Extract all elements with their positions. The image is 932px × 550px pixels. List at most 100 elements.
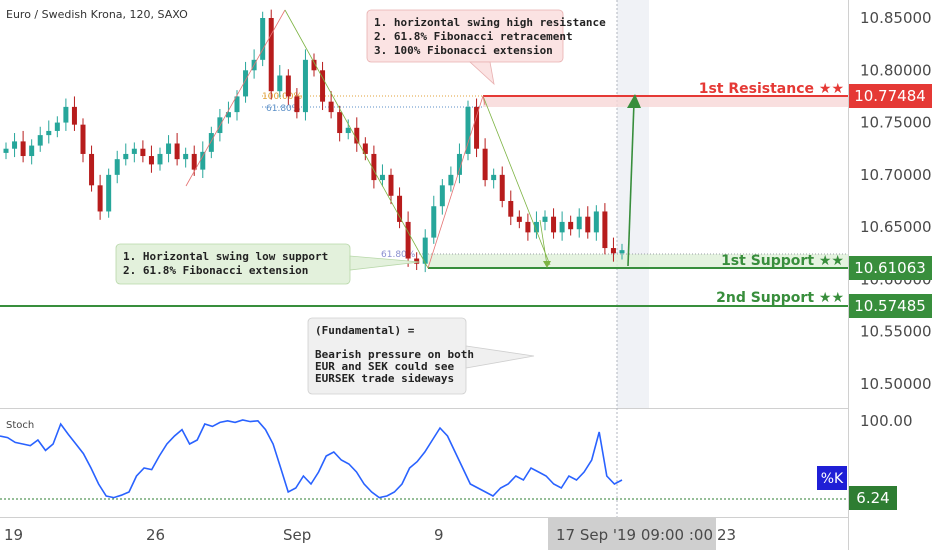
price-axis[interactable]: 10.85000 10.80000 10.75000 10.70000 10.65000… (860, 9, 932, 393)
stoch-top-tick: 100.00 (860, 412, 913, 430)
candle-body (568, 221, 574, 230)
candle-body (3, 148, 9, 153)
candle-body (379, 174, 385, 181)
fib-100-label: 100.00% (262, 92, 302, 102)
swing-down-line-2 (482, 95, 551, 266)
price-tick-label: 10.85000 (860, 9, 932, 27)
candle-body (80, 124, 86, 154)
candle-body (311, 59, 317, 71)
candle-body (37, 135, 43, 146)
candle-body (465, 106, 471, 154)
svg-text:10.77484: 10.77484 (854, 87, 926, 105)
date-label-9: 9 (434, 526, 444, 544)
resistance-annotation[interactable]: 1. horizontal swing high resistance 2. 6… (366, 9, 606, 86)
crosshair-date-tag (548, 518, 716, 550)
candle-body (337, 112, 343, 134)
svg-text:6.24: 6.24 (856, 489, 889, 507)
price-tick-label: 10.80000 (860, 61, 932, 79)
candle-body (602, 211, 608, 249)
candle-body (166, 143, 172, 154)
projection-small-arrowhead (543, 261, 551, 268)
date-label-26: 26 (146, 526, 165, 544)
candles-group (3, 9, 625, 273)
fundamental-annotation[interactable]: (Fundamental) = Bearish pressure on both… (307, 317, 535, 395)
candle-body (123, 153, 129, 160)
date-label-23: 23 (717, 526, 736, 544)
candle-body (97, 185, 103, 212)
fundamental-note-5: EURSEK trade sideways (315, 372, 454, 385)
candle-body (328, 101, 334, 113)
support-zone (428, 254, 848, 268)
candle-body (277, 75, 283, 92)
candle-body (431, 206, 437, 238)
candle-body (200, 151, 206, 170)
fundamental-note-4: EUR and SEK could see (315, 360, 454, 373)
candle-body (20, 141, 26, 157)
candle-body (174, 143, 180, 160)
stoch-k-badge[interactable]: %K (817, 466, 847, 490)
candle-body (388, 174, 394, 196)
resistance-note-1: 1. horizontal swing high resistance (374, 16, 606, 29)
candle-body (260, 18, 266, 60)
candle-body (439, 185, 445, 207)
candle-body (243, 70, 249, 97)
swing-up-line-1 (185, 9, 286, 187)
candle-body (114, 159, 120, 175)
target-arrowhead (627, 94, 641, 108)
candle-body (71, 106, 77, 125)
support-annotation[interactable]: 1. Horizontal swing low support 2. 61.8%… (115, 243, 421, 285)
stoch-pane[interactable] (0, 409, 848, 517)
candle-body (46, 130, 52, 136)
candle-body (422, 237, 428, 264)
candle-body (285, 75, 291, 97)
resistance-note-2: 2. 61.8% Fibonacci retracement (374, 30, 573, 43)
candle-body (29, 145, 35, 157)
date-axis[interactable]: 19 26 Sep 9 17 Sep '19 09:00 :00 23 (4, 518, 736, 550)
projection-small-arrow (539, 219, 548, 266)
candle-body (63, 106, 69, 123)
candle-body (208, 133, 214, 152)
projection-band (617, 0, 649, 408)
candle-body (516, 216, 522, 222)
candle-body (89, 153, 95, 186)
candle-body (593, 211, 599, 233)
fundamental-note-1: (Fundamental) = (315, 324, 415, 337)
candle-body (320, 70, 326, 102)
candle-body (12, 141, 18, 149)
candle-body (397, 195, 403, 222)
resistance-label: 1st Resistance ★★ (699, 81, 844, 97)
price-tick-label: 10.65000 (860, 218, 932, 236)
candle-body (610, 248, 616, 254)
support-note-2: 2. 61.8% Fibonacci extension (123, 264, 308, 277)
support2-label: 2nd Support ★★ (716, 290, 844, 306)
date-label-sep: Sep (283, 526, 311, 544)
stoch-k-line (0, 419, 623, 499)
svg-text:10.57485: 10.57485 (854, 297, 926, 315)
candle-body (508, 201, 514, 217)
target-arrow (627, 101, 635, 267)
candle-body (576, 216, 582, 230)
swing-down-line-1 (284, 9, 429, 269)
candle-body (234, 96, 240, 113)
fib-618-top-label: 61.80% (266, 104, 301, 114)
candle-body (268, 18, 274, 92)
candle-body (499, 174, 505, 201)
fib-618-bottom-label: 61.80% (381, 250, 416, 260)
candle-body (148, 156, 154, 165)
candle-body (405, 221, 411, 259)
candle-body (362, 143, 368, 154)
candle-body (371, 153, 377, 181)
candle-body (542, 216, 548, 222)
support-note-1: 1. Horizontal swing low support (123, 250, 328, 263)
stoch-series (0, 419, 623, 499)
candle-body (585, 216, 591, 233)
fib-connector (482, 95, 486, 106)
price-tick-label: 10.70000 (860, 166, 932, 184)
price-tick-label: 10.55000 (860, 323, 932, 341)
support1-price-tag: 10.61063 (849, 256, 932, 280)
support1-label: 1st Support ★★ (721, 253, 844, 269)
svg-text:10.61063: 10.61063 (854, 259, 926, 277)
candle-body (140, 148, 146, 157)
candle-body (474, 106, 480, 149)
